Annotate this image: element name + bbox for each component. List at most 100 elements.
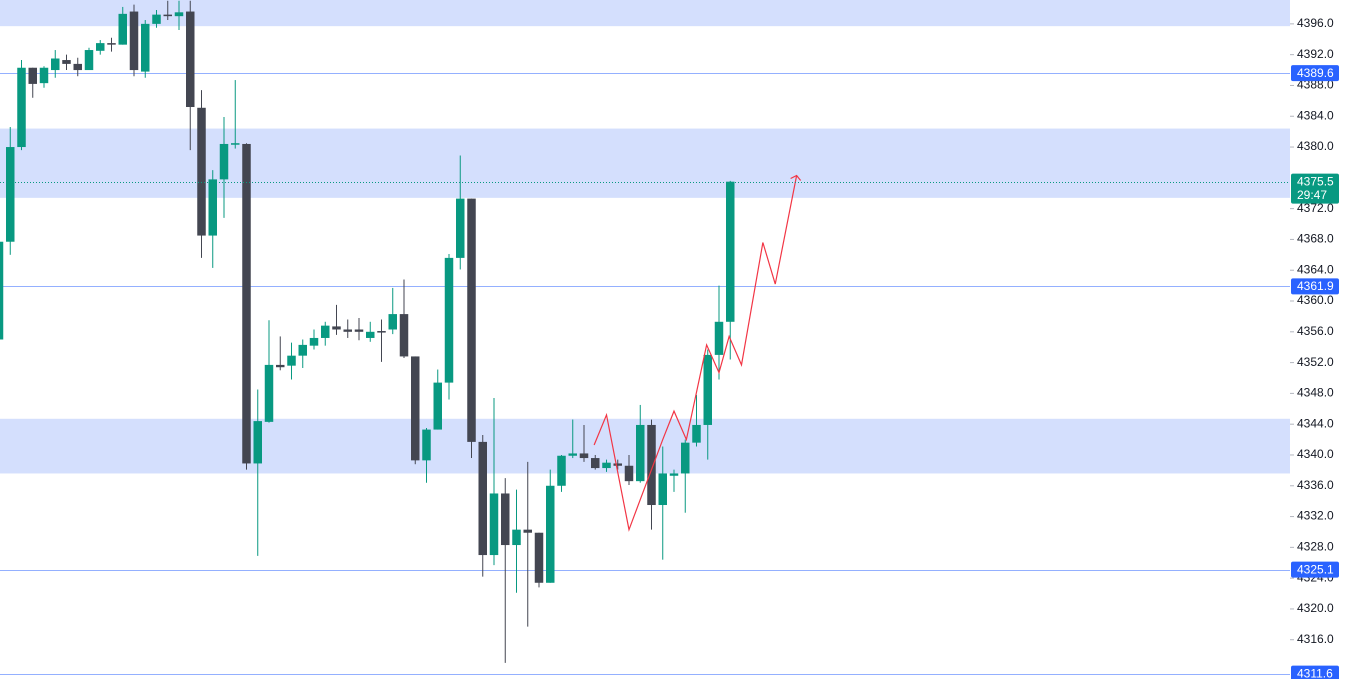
candle-body [231, 143, 240, 145]
candle-body [242, 143, 251, 464]
candle-body [343, 329, 352, 332]
y-tick-label: 4380.0 [1297, 139, 1334, 153]
candle-body [467, 198, 476, 442]
y-tick-label: 4360.0 [1297, 293, 1334, 307]
candle-body [501, 493, 510, 546]
candle-body [456, 198, 465, 258]
candle-body [152, 14, 161, 24]
zone [0, 128, 1290, 198]
candle-body [703, 354, 712, 425]
candle-body [141, 23, 150, 72]
candle-body [388, 314, 397, 330]
candle-body [186, 11, 195, 108]
candle-body [96, 43, 105, 51]
candle-body [433, 382, 442, 430]
candle-body [73, 63, 82, 71]
y-tick-label: 4328.0 [1297, 540, 1334, 554]
candle-body [669, 473, 679, 476]
candle-body [523, 529, 532, 533]
y-tick-label: 4372.0 [1297, 201, 1334, 215]
candle-body [377, 331, 386, 333]
candle-body [118, 13, 127, 45]
level-label: 4389.6 [1297, 66, 1334, 80]
level-badge [1291, 278, 1339, 295]
y-tick-label: 4384.0 [1297, 108, 1334, 122]
level-label: 4361.9 [1297, 279, 1334, 293]
candle-body [332, 326, 341, 330]
candle-body [591, 458, 600, 469]
countdown: 29:47 [1297, 188, 1327, 202]
candle-body [411, 356, 420, 461]
candle-body [647, 424, 656, 506]
candle-body [692, 424, 701, 443]
candle-body [84, 50, 94, 71]
last-price-label: 4375.5 [1297, 174, 1334, 188]
candle-body [636, 424, 645, 482]
candle-body [51, 58, 60, 71]
level-label: 4325.1 [1297, 562, 1334, 576]
candle-body [253, 421, 262, 464]
zone [0, 0, 1290, 27]
candle-body [39, 67, 49, 84]
y-tick-label: 4316.0 [1297, 632, 1334, 646]
candle-body [681, 442, 690, 474]
candle-body [422, 429, 431, 461]
candle-body [399, 314, 409, 357]
candle-body [658, 473, 667, 506]
level-label: 4311.6 [1297, 666, 1333, 679]
candle-body [568, 453, 577, 456]
zone [0, 418, 1290, 474]
y-tick-label: 4336.0 [1297, 478, 1334, 492]
candle-body [197, 107, 206, 236]
projection-arrowhead [790, 174, 802, 181]
y-tick-label: 4392.0 [1297, 47, 1334, 61]
candle-body [726, 181, 735, 322]
candle-body [714, 321, 724, 355]
candle-body [602, 462, 611, 469]
candle-body [129, 11, 139, 71]
candle-body [489, 493, 499, 556]
candle-body [28, 67, 37, 84]
y-tick-label: 4352.0 [1297, 355, 1334, 369]
candle-body [6, 147, 15, 242]
y-tick-label: 4364.0 [1297, 262, 1334, 276]
candle-body [276, 364, 285, 368]
candle-body [298, 344, 307, 356]
y-tick-label: 4340.0 [1297, 447, 1334, 461]
level-badge [1291, 665, 1339, 679]
candle-body [208, 179, 217, 236]
candle-body [624, 465, 634, 482]
candle-body [366, 331, 375, 338]
candle-body [557, 455, 566, 486]
level-badge [1291, 65, 1339, 82]
candle-body [512, 529, 521, 546]
candle-body [478, 441, 487, 556]
y-tick-label: 4356.0 [1297, 324, 1334, 338]
y-tick-label: 4368.0 [1297, 232, 1334, 246]
candle-body [534, 532, 544, 583]
y-tick-label: 4320.0 [1297, 601, 1334, 615]
candle-body [321, 325, 330, 338]
candle-body [613, 463, 622, 466]
candle-body [0, 241, 4, 340]
candle-body [287, 355, 296, 366]
y-tick-label: 4396.0 [1297, 16, 1334, 30]
candle-body [17, 67, 26, 148]
candle-body [444, 257, 454, 383]
candle-body [219, 143, 229, 180]
candle-body [163, 14, 172, 17]
y-tick-label: 4344.0 [1297, 416, 1334, 430]
candle-body [579, 453, 589, 459]
candle-body [264, 364, 274, 422]
y-tick-label: 4348.0 [1297, 386, 1334, 400]
projection-line [593, 175, 798, 532]
candle-body [309, 337, 319, 346]
candle-body [62, 60, 71, 64]
candle-body [546, 485, 555, 583]
level-badge [1291, 561, 1339, 578]
candle-body [107, 43, 116, 45]
candle-body [354, 329, 364, 332]
last-price-badge [1291, 173, 1339, 204]
